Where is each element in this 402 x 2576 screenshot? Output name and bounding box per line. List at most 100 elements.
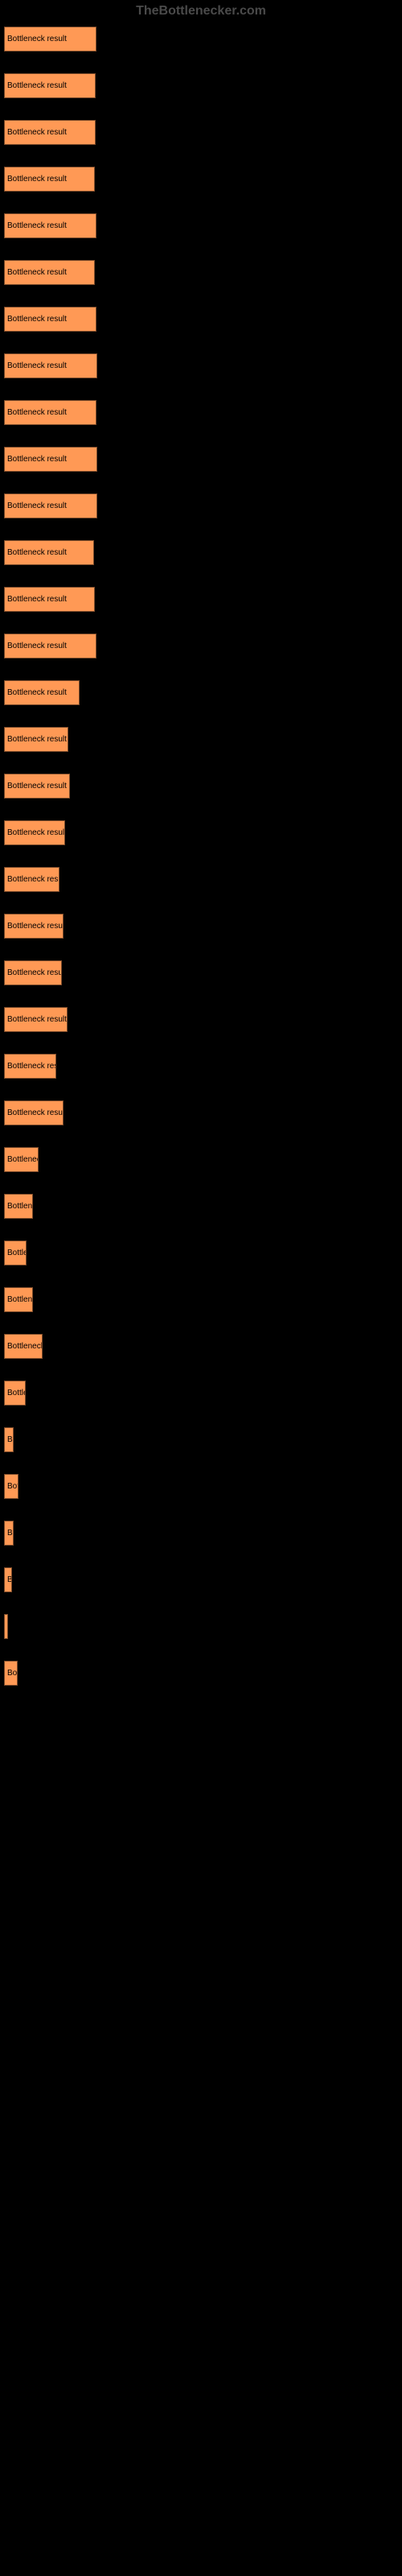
bar-row: Bottleneck result [4, 1100, 402, 1125]
bar-row: Bottleneck result [4, 1147, 402, 1172]
bar-row: Bottleneck result [4, 120, 402, 145]
bar-label: Bottleneck result [7, 1389, 26, 1397]
bar: Bottleneck result [4, 1567, 12, 1592]
bar-row: Bottleneck result [4, 1241, 402, 1265]
bar: Bottleneck result [4, 540, 94, 565]
bar: Bottleneck result [4, 120, 96, 145]
bar: Bottleneck result [4, 727, 68, 752]
bar: Bottleneck result [4, 400, 96, 425]
bar: Bottleneck result [4, 307, 96, 332]
bottleneck-bar-chart: Bottleneck result Bottleneck result Bottle… [0, 27, 402, 1686]
bar-row: Bottleneck result [4, 1567, 402, 1592]
bar: Bottleneck result [4, 1334, 43, 1359]
bar-label: Bottleneck result [7, 595, 67, 604]
bar-label: Bottleneck result [7, 361, 67, 370]
bar-label: Bottleneck result [7, 175, 67, 184]
bar-row: Bottleneck result [4, 634, 402, 658]
bar: Bottleneck result [4, 634, 96, 658]
bar: Bottleneck result [4, 914, 64, 939]
bar-label: Bottleneck result [7, 642, 67, 650]
bar-row: Bottleneck result [4, 1287, 402, 1312]
bar-row: Bottleneck result [4, 1614, 402, 1639]
bar-label: Bottleneck result [7, 1202, 33, 1211]
bar-label: Bottleneck result [7, 1108, 64, 1117]
bar-label: Bottleneck result [7, 1669, 18, 1678]
bar: Bottleneck result [4, 1287, 33, 1312]
bar-row: Bottleneck result [4, 960, 402, 985]
bar: Bottleneck result [4, 447, 97, 472]
bar: Bottleneck result [4, 213, 96, 238]
bar: Bottleneck result [4, 1614, 8, 1639]
bar-label: Bottleneck result [7, 875, 59, 884]
bar-label: Bottleneck result [7, 315, 67, 324]
bar: Bottleneck result [4, 1194, 33, 1219]
bar-label: Bottleneck result [7, 1575, 12, 1584]
bar-row: Bottleneck result [4, 867, 402, 892]
bar-row: Bottleneck result [4, 774, 402, 799]
bar-row: Bottleneck result [4, 1334, 402, 1359]
bar-label: Bottleneck result [7, 1015, 67, 1024]
bar-row: Bottleneck result [4, 353, 402, 378]
bar-label: Bottleneck result [7, 782, 67, 791]
bar: Bottleneck result [4, 260, 95, 285]
bar-label: Bottleneck result [7, 455, 67, 464]
bar-row: Bottleneck result [4, 680, 402, 705]
bar-row: Bottleneck result [4, 1381, 402, 1406]
bar-row: Bottleneck result [4, 1661, 402, 1686]
bar-label: Bottleneck result [7, 502, 67, 510]
bar: Bottleneck result [4, 1474, 18, 1499]
bar-label: Bottleneck result [7, 1295, 33, 1304]
bar-label: Bottleneck result [7, 128, 67, 137]
bar-label: Bottleneck result [7, 735, 67, 744]
bar-row: Bottleneck result [4, 27, 402, 52]
bar-label: Bottleneck result [7, 1062, 56, 1071]
bar-row: Bottleneck result [4, 493, 402, 518]
watermark-text: TheBottlenecker.com [0, 4, 402, 19]
bar-row: Bottleneck result [4, 1474, 402, 1499]
bar-label: Bottleneck result [7, 268, 67, 277]
bar: Bottleneck result [4, 1100, 64, 1125]
bar-label: Bottleneck result [7, 1622, 8, 1631]
bar: Bottleneck result [4, 167, 95, 192]
bar-label: Bottleneck result [7, 922, 64, 931]
bar-row: Bottleneck result [4, 213, 402, 238]
bar: Bottleneck result [4, 353, 97, 378]
bar-row: Bottleneck result [4, 1194, 402, 1219]
bar: Bottleneck result [4, 867, 59, 892]
bar-label: Bottleneck result [7, 1249, 27, 1257]
bar-row: Bottleneck result [4, 260, 402, 285]
bar-label: Bottleneck result [7, 1435, 14, 1444]
bar: Bottleneck result [4, 493, 97, 518]
bar: Bottleneck result [4, 1427, 14, 1452]
bar-label: Bottleneck result [7, 1482, 18, 1491]
bar-row: Bottleneck result [4, 587, 402, 612]
bar-label: Bottleneck result [7, 548, 67, 557]
bar-row: Bottleneck result [4, 447, 402, 472]
bar-label: Bottleneck result [7, 1155, 39, 1164]
bar-label: Bottleneck result [7, 1342, 43, 1351]
bar-row: Bottleneck result [4, 307, 402, 332]
bar: Bottleneck result [4, 1054, 56, 1079]
bar-row: Bottleneck result [4, 1007, 402, 1032]
bar-label: Bottleneck result [7, 221, 67, 230]
bar-row: Bottleneck result [4, 1054, 402, 1079]
bar: Bottleneck result [4, 774, 70, 799]
bar: Bottleneck result [4, 1241, 27, 1265]
bar-row: Bottleneck result [4, 727, 402, 752]
bar: Bottleneck result [4, 1521, 14, 1546]
bar: Bottleneck result [4, 1147, 39, 1172]
bar-label: Bottleneck result [7, 828, 65, 837]
bar-row: Bottleneck result [4, 820, 402, 845]
bar: Bottleneck result [4, 587, 95, 612]
bar-label: Bottleneck result [7, 81, 67, 90]
bar-row: Bottleneck result [4, 400, 402, 425]
bar-row: Bottleneck result [4, 914, 402, 939]
bar-label: Bottleneck result [7, 408, 67, 417]
bar: Bottleneck result [4, 680, 80, 705]
bar-label: Bottleneck result [7, 968, 62, 977]
bar-row: Bottleneck result [4, 73, 402, 98]
bar-row: Bottleneck result [4, 540, 402, 565]
bar-row: Bottleneck result [4, 1521, 402, 1546]
bar-row: Bottleneck result [4, 1427, 402, 1452]
bar-row: Bottleneck result [4, 167, 402, 192]
